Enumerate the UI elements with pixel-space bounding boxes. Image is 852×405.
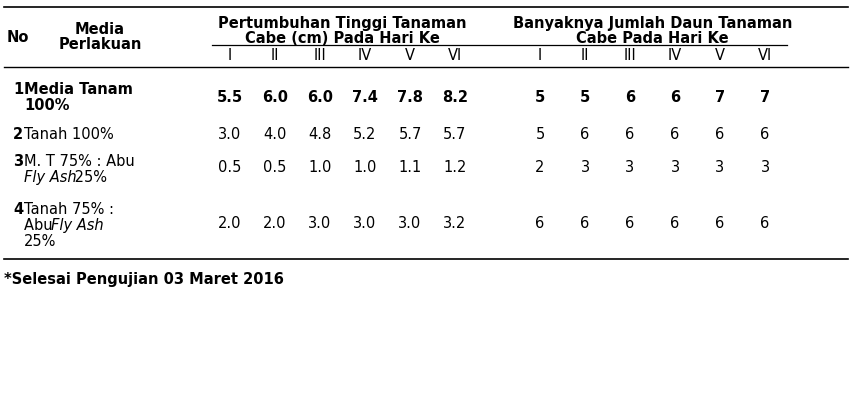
Text: 7: 7	[715, 89, 725, 104]
Text: Cabe (cm) Pada Hari Ke: Cabe (cm) Pada Hari Ke	[245, 31, 440, 46]
Text: M. T 75% : Abu: M. T 75% : Abu	[24, 154, 135, 169]
Text: 6: 6	[716, 127, 724, 142]
Text: III: III	[314, 48, 326, 63]
Text: No: No	[7, 30, 29, 45]
Text: 6: 6	[580, 216, 590, 231]
Text: VI: VI	[758, 48, 772, 63]
Text: 3.2: 3.2	[443, 216, 467, 231]
Text: 6.0: 6.0	[307, 89, 333, 104]
Text: V: V	[405, 48, 415, 63]
Text: 6: 6	[671, 216, 680, 231]
Text: 6: 6	[535, 216, 544, 231]
Text: 1.1: 1.1	[399, 160, 422, 175]
Text: II: II	[581, 48, 590, 63]
Text: IV: IV	[358, 48, 372, 63]
Text: 5.5: 5.5	[217, 89, 243, 104]
Text: 5.7: 5.7	[399, 127, 422, 142]
Text: Media: Media	[75, 22, 125, 37]
Text: 5: 5	[535, 89, 545, 104]
Text: 5.7: 5.7	[443, 127, 467, 142]
Text: 1.2: 1.2	[443, 160, 467, 175]
Text: 6: 6	[625, 216, 635, 231]
Text: 2.0: 2.0	[263, 216, 287, 231]
Text: 3: 3	[761, 160, 769, 175]
Text: 4.8: 4.8	[308, 127, 331, 142]
Text: 5: 5	[535, 127, 544, 142]
Text: 100%: 100%	[24, 98, 70, 113]
Text: 8.2: 8.2	[442, 89, 468, 104]
Text: 3: 3	[625, 160, 635, 175]
Text: 3: 3	[671, 160, 680, 175]
Text: 3.0: 3.0	[218, 127, 242, 142]
Text: 0.5: 0.5	[218, 160, 242, 175]
Text: 1: 1	[13, 82, 23, 97]
Text: 6: 6	[625, 127, 635, 142]
Text: III: III	[624, 48, 636, 63]
Text: 4.0: 4.0	[263, 127, 286, 142]
Text: Tanah 75% :: Tanah 75% :	[24, 202, 114, 217]
Text: Cabe Pada Hari Ke: Cabe Pada Hari Ke	[576, 31, 728, 46]
Text: *Selesai Pengujian 03 Maret 2016: *Selesai Pengujian 03 Maret 2016	[4, 271, 284, 286]
Text: 0.5: 0.5	[263, 160, 286, 175]
Text: 6: 6	[716, 216, 724, 231]
Text: 3.0: 3.0	[308, 216, 331, 231]
Text: 4: 4	[13, 202, 23, 217]
Text: 3.0: 3.0	[354, 216, 377, 231]
Text: 25%: 25%	[70, 170, 107, 185]
Text: Banyaknya Jumlah Daun Tanaman: Banyaknya Jumlah Daun Tanaman	[513, 16, 792, 31]
Text: 2.0: 2.0	[218, 216, 242, 231]
Text: 1.0: 1.0	[308, 160, 331, 175]
Text: Fly Ash: Fly Ash	[51, 218, 104, 233]
Text: 7: 7	[760, 89, 770, 104]
Text: 6.0: 6.0	[262, 89, 288, 104]
Text: 2: 2	[13, 127, 23, 142]
Text: 5.2: 5.2	[354, 127, 377, 142]
Text: 2: 2	[535, 160, 544, 175]
Text: I: I	[538, 48, 542, 63]
Text: IV: IV	[668, 48, 682, 63]
Text: Fly Ash: Fly Ash	[24, 170, 77, 185]
Text: 1.0: 1.0	[354, 160, 377, 175]
Text: Abu: Abu	[24, 218, 57, 233]
Text: 5: 5	[580, 89, 590, 104]
Text: Perlakuan: Perlakuan	[58, 37, 141, 52]
Text: I: I	[227, 48, 232, 63]
Text: 25%: 25%	[24, 234, 56, 249]
Text: V: V	[715, 48, 725, 63]
Text: 6: 6	[580, 127, 590, 142]
Text: 6: 6	[670, 89, 680, 104]
Text: Pertumbuhan Tinggi Tanaman: Pertumbuhan Tinggi Tanaman	[218, 16, 467, 31]
Text: 7.8: 7.8	[397, 89, 423, 104]
Text: Media Tanam: Media Tanam	[24, 82, 133, 97]
Text: 3: 3	[13, 154, 23, 169]
Text: 6: 6	[671, 127, 680, 142]
Text: 6: 6	[760, 127, 769, 142]
Text: 3: 3	[580, 160, 590, 175]
Text: 3.0: 3.0	[399, 216, 422, 231]
Text: II: II	[271, 48, 279, 63]
Text: 7.4: 7.4	[352, 89, 378, 104]
Text: 6: 6	[760, 216, 769, 231]
Text: 6: 6	[625, 89, 635, 104]
Text: 3: 3	[716, 160, 724, 175]
Text: VI: VI	[448, 48, 462, 63]
Text: Tanah 100%: Tanah 100%	[24, 127, 114, 142]
